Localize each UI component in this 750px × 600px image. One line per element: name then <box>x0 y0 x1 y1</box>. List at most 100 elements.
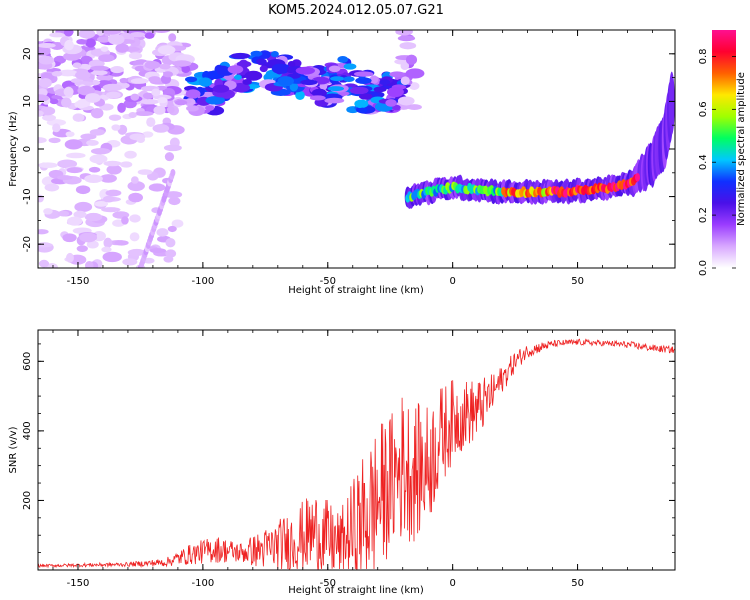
heatmap-background-speckle <box>52 123 61 133</box>
heatmap-upper-noise-band <box>242 79 252 85</box>
colorbar-tick-label: 0.2 <box>698 207 709 223</box>
heatmap-upper-noise-band <box>88 59 105 68</box>
heatmap-background-speckle <box>38 194 44 203</box>
heatmap-background-speckle <box>157 97 168 104</box>
heatmap-background-speckle <box>72 113 85 122</box>
heatmap-background-speckle <box>40 106 56 116</box>
heatmap-upper-noise-band <box>408 82 420 90</box>
heatmap-background-speckle <box>74 81 94 87</box>
spectrogram-x-tick-label: 50 <box>571 276 584 287</box>
heatmap-background-speckle <box>120 161 133 168</box>
heatmap-background-speckle <box>75 70 91 80</box>
heatmap-upper-noise-band <box>327 86 345 92</box>
heatmap-upper-noise-band <box>227 65 244 74</box>
heatmap-background-speckle <box>114 240 129 246</box>
heatmap-background-speckle <box>122 258 138 266</box>
heatmap-upper-noise-band <box>205 96 225 105</box>
spectrogram-y-tick-label: -20 <box>22 236 33 252</box>
heatmap-upper-noise-band <box>236 60 252 68</box>
heatmap-upper-noise-band <box>49 32 65 38</box>
heatmap-background-speckle <box>159 64 171 70</box>
heatmap-background-speckle <box>101 207 121 213</box>
heatmap-upper-noise-band <box>102 83 123 92</box>
heatmap-upper-noise-band <box>386 87 404 98</box>
heatmap-background-speckle <box>128 111 137 119</box>
heatmap-background-speckle <box>48 137 61 144</box>
heatmap-background-speckle <box>108 114 122 121</box>
snr-y-axis: 200 400 600 <box>22 343 675 571</box>
heatmap-upper-noise-band <box>117 102 126 113</box>
heatmap-background-speckle <box>89 128 106 136</box>
heatmap-upper-noise-band <box>343 76 355 82</box>
heatmap-upper-noise-band <box>174 99 188 106</box>
heatmap-upper-noise-band <box>185 76 198 83</box>
spectrogram-x-axis: -150 -100 -50 0 50 <box>52 30 653 287</box>
heatmap-background-speckle <box>137 169 153 175</box>
heatmap-upper-noise-band <box>142 92 154 100</box>
heatmap-background-speckle <box>38 55 55 65</box>
heatmap-background-speckle <box>106 164 122 175</box>
heatmap-upper-noise-band <box>373 86 387 93</box>
heatmap-upper-noise-band <box>277 76 295 86</box>
heatmap-background-speckle <box>46 119 67 126</box>
heatmap-background-speckle <box>165 249 177 258</box>
spectrogram-x-tick-label: -100 <box>192 276 215 287</box>
heatmap-upper-noise-band <box>168 33 177 42</box>
heatmap-background-speckle <box>94 201 109 207</box>
heatmap-upper-noise-band <box>186 105 199 112</box>
heatmap-background-speckle <box>88 166 101 173</box>
heatmap-background-speckle <box>38 110 44 117</box>
heatmap-background-speckle <box>153 105 166 115</box>
heatmap-background-speckle <box>127 248 146 257</box>
snr-series-line <box>38 338 675 570</box>
heatmap-upper-noise-band <box>295 90 305 101</box>
heatmap-background-speckle <box>140 98 160 105</box>
heatmap-upper-noise-band <box>289 82 299 92</box>
spectrogram-y-tick-label: -10 <box>22 188 33 204</box>
heatmap-background-speckle <box>163 255 174 263</box>
heatmap-background-speckle <box>38 229 49 235</box>
heatmap-background-speckle <box>107 34 125 45</box>
heatmap-upper-noise-band <box>385 99 397 107</box>
snr-x-label: Height of straight line (km) <box>288 585 424 596</box>
heatmap-upper-noise-band <box>285 66 296 74</box>
heatmap-background-speckle <box>148 76 162 83</box>
spectrogram-y-tick-label: 20 <box>22 47 33 60</box>
heatmap-upper-noise-band <box>205 105 215 111</box>
heatmap-background-speckle <box>72 62 82 68</box>
heatmap-background-speckle <box>156 228 169 237</box>
spectrogram-x-label: Height of straight line (km) <box>288 285 424 296</box>
spectrogram-y-tick-label: 0 <box>22 146 33 152</box>
heatmap-background-speckle <box>67 216 83 226</box>
heatmap-background-speckle <box>171 219 184 228</box>
heatmap-upper-noise-band <box>49 98 59 105</box>
heatmap-upper-noise-band <box>395 30 413 36</box>
heatmap-background-speckle <box>84 212 103 222</box>
heatmap-upper-noise-band <box>144 32 155 39</box>
heatmap-background-speckle <box>115 43 129 53</box>
colorbar-tick-label: 0.0 <box>698 260 709 276</box>
heatmap-background-speckle <box>105 189 122 197</box>
heatmap-background-speckle <box>80 133 97 140</box>
snr-background <box>38 330 675 570</box>
heatmap-background-speckle <box>144 60 161 70</box>
heatmap-background-speckle <box>98 54 115 62</box>
heatmap-background-speckle <box>101 246 112 253</box>
colorbar-tick-label: 0.8 <box>698 48 709 64</box>
heatmap-upper-noise-band <box>397 35 416 42</box>
snr-x-axis: -150 -100 -50 0 50 <box>52 330 653 589</box>
snr-x-tick-label: -100 <box>192 578 215 589</box>
heatmap-background-speckle <box>90 108 104 119</box>
heatmap-upper-noise-band <box>357 107 368 113</box>
heatmap-upper-noise-band <box>328 65 341 73</box>
heatmap-background-speckle <box>38 259 50 268</box>
heatmap-background-speckle <box>131 176 139 184</box>
heatmap-upper-noise-band <box>271 63 288 74</box>
heatmap-upper-noise-band <box>270 51 279 58</box>
heatmap-background-speckle <box>166 106 175 114</box>
heatmap-upper-noise-band <box>244 70 263 81</box>
snr-y-tick-label: 600 <box>22 352 33 371</box>
heatmap-background-speckle <box>46 262 58 268</box>
heatmap-upper-noise-band <box>330 76 345 82</box>
